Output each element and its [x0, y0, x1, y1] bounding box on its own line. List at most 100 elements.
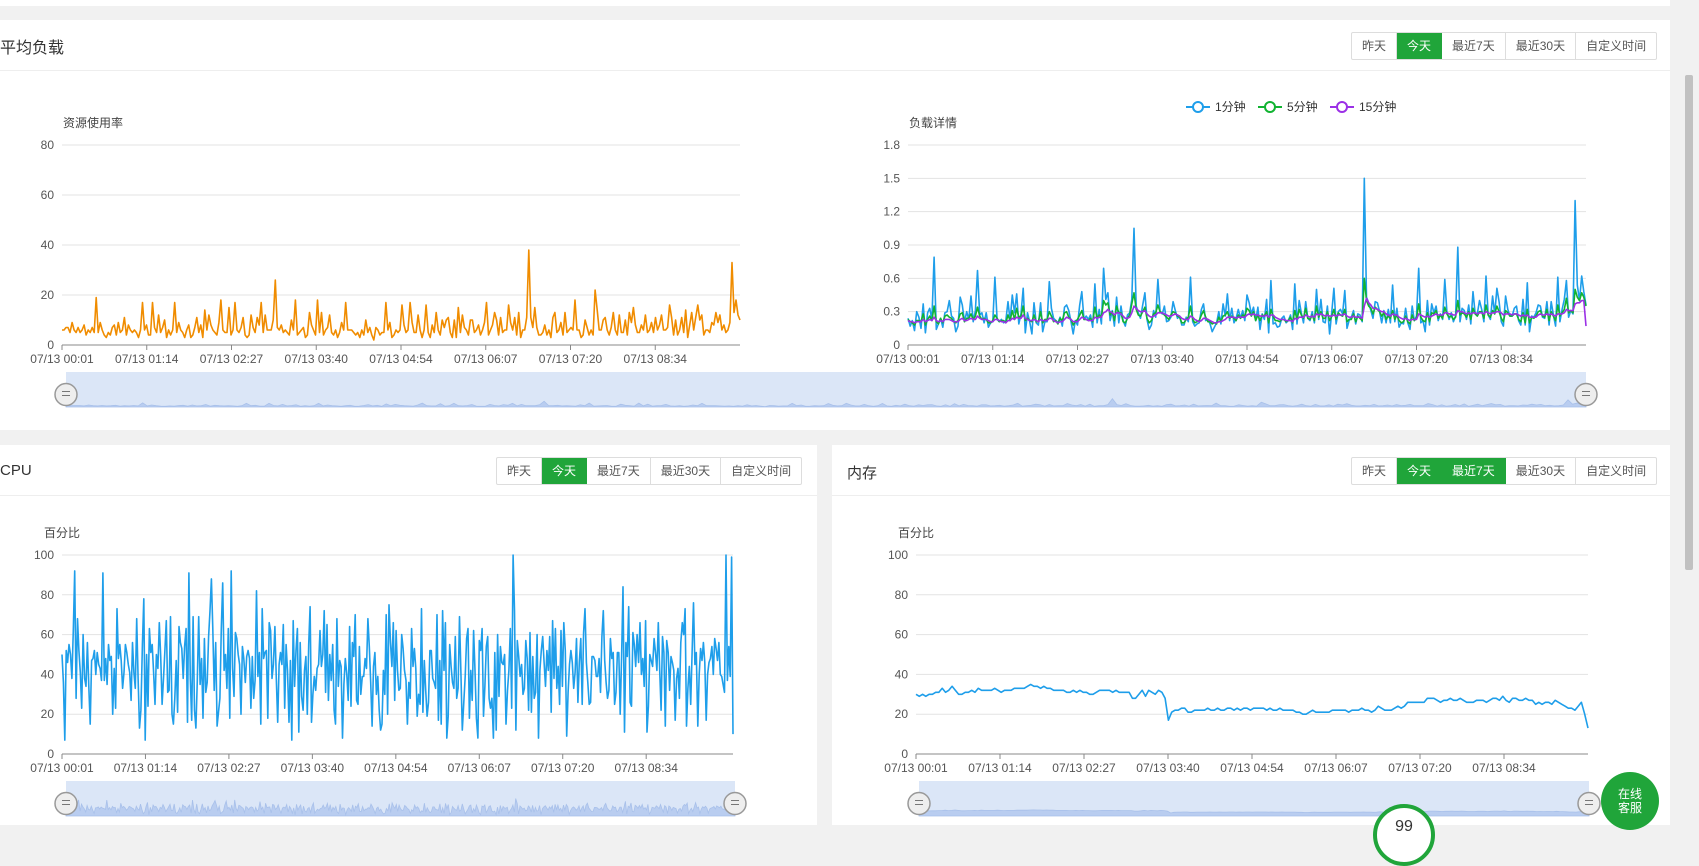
zoom-handle-left[interactable]: [54, 382, 78, 407]
service-label-line1: 在线: [1617, 787, 1642, 801]
y-axis-label: 百分比: [898, 526, 934, 540]
x-tick-label: 07/13 03:40: [1136, 761, 1200, 775]
y-tick-label: 0.6: [883, 271, 900, 285]
x-tick-label: 07/13 07:20: [539, 352, 603, 366]
series-line: [61, 554, 734, 741]
series-line-2: [907, 277, 1587, 326]
range-button-1[interactable]: 昨天: [1352, 458, 1398, 484]
load-panel: 平均负载 昨天 今天 最近7天 最近30天 自定义时间: [0, 20, 1670, 430]
x-tick-label: 07/13 01:14: [961, 352, 1025, 366]
x-tick-label: 07/13 03:40: [1131, 352, 1195, 366]
y-axis-label: 资源使用率: [63, 115, 123, 130]
range-button-1[interactable]: 昨天: [1352, 33, 1398, 59]
x-tick-label: 07/13 08:34: [624, 352, 688, 366]
score-gauge: 99: [1373, 804, 1435, 866]
cpu-panel-title: CPU: [0, 462, 32, 479]
charts-layer: 0 20 40 60 80 资源使用率 07/13 00:01 07/13 01:14 07/1…: [30, 99, 1601, 817]
y-tick-label: 0: [901, 747, 908, 761]
legend-marker: [1192, 101, 1204, 113]
y-tick-label: 0: [47, 338, 54, 352]
x-tick-label: 07/13 08:34: [1470, 352, 1534, 366]
zoom-handle-right[interactable]: [1577, 791, 1601, 816]
online-service-button[interactable]: 在线 客服: [1601, 772, 1659, 830]
range-button-4[interactable]: 最近30天: [1506, 458, 1577, 484]
series-line: [62, 249, 741, 341]
x-tick-label: 07/13 06:07: [448, 761, 512, 775]
range-button-2[interactable]: 今天: [1397, 33, 1443, 59]
memory-panel-title: 内存: [847, 465, 878, 482]
y-tick-label: 80: [41, 588, 55, 602]
y-tick-label: 40: [41, 238, 55, 252]
range-button-4[interactable]: 最近30天: [1506, 33, 1577, 59]
x-tick-label: 07/13 06:07: [454, 352, 518, 366]
x-tick-label: 07/13 01:14: [968, 761, 1032, 775]
legend-label: 15分钟: [1359, 99, 1396, 114]
divider: [0, 495, 817, 496]
zoom-handle-left[interactable]: [907, 791, 931, 816]
y-tick-label: 0.3: [883, 305, 900, 319]
y-tick-label: 60: [41, 188, 55, 202]
y-axis-label: 负载详情: [909, 115, 957, 130]
x-tick-label: 07/13 04:54: [1220, 761, 1284, 775]
x-tick-label: 07/13 07:20: [1388, 761, 1452, 775]
x-tick-label: 07/13 00:01: [30, 761, 94, 775]
y-tick-label: 0.9: [883, 238, 900, 252]
x-tick-label: 07/13 02:27: [197, 761, 261, 775]
x-tick-label: 07/13 03:40: [281, 761, 345, 775]
zoom-preview: [65, 398, 1587, 408]
zoom-handle-left[interactable]: [54, 791, 78, 816]
x-tick-label: 07/13 01:14: [114, 761, 178, 775]
x-tick-label: 07/13 06:07: [1300, 352, 1364, 366]
zoom-handle-right[interactable]: [723, 791, 747, 816]
range-button-5[interactable]: 自定义时间: [731, 464, 792, 478]
range-button-1[interactable]: 昨天: [497, 458, 543, 484]
x-tick-label: 07/13 00:01: [876, 352, 940, 366]
x-tick-label: 07/13 07:20: [1385, 352, 1449, 366]
cpu-range-buttons: 昨天 今天 最近7天 最近30天 自定义时间: [496, 457, 803, 485]
legend-marker: [1264, 101, 1276, 113]
range-button-5[interactable]: 自定义时间: [1586, 464, 1647, 478]
divider: [0, 70, 1670, 71]
range-button-2[interactable]: 今天: [1397, 458, 1443, 484]
y-tick-label: 20: [41, 288, 55, 302]
y-tick-label: 100: [888, 548, 908, 562]
y-tick-label: 1.8: [883, 138, 900, 152]
x-tick-label: 07/13 08:34: [614, 761, 678, 775]
y-tick-label: 80: [895, 588, 909, 602]
scrollbar-thumb[interactable]: [1685, 75, 1693, 570]
score-gauge-value: 99: [1395, 818, 1413, 835]
memory-range-buttons: 昨天 今天 最近7天 最近30天 自定义时间: [1351, 457, 1658, 485]
series-line-3: [907, 297, 1587, 327]
service-label-line2: 客服: [1617, 801, 1642, 815]
legend-label: 1分钟: [1215, 99, 1246, 114]
range-button-3[interactable]: 最近7天: [1442, 33, 1506, 59]
x-tick-label: 07/13 00:01: [884, 761, 948, 775]
y-tick-label: 20: [41, 707, 55, 721]
range-button-5[interactable]: 自定义时间: [1586, 39, 1647, 53]
legend-marker: [1336, 101, 1348, 113]
y-tick-label: 100: [34, 548, 54, 562]
x-tick-label: 07/13 04:54: [1215, 352, 1279, 366]
load-panel-title: 平均负载: [0, 40, 65, 57]
top-strip: [0, 0, 1670, 6]
x-tick-label: 07/13 04:54: [364, 761, 428, 775]
y-tick-label: 1.5: [883, 171, 900, 185]
range-button-2[interactable]: 今天: [542, 458, 588, 484]
y-tick-label: 80: [41, 138, 55, 152]
range-button-3[interactable]: 最近7天: [1442, 458, 1506, 484]
y-tick-label: 0: [893, 338, 900, 352]
x-tick-label: 07/13 06:07: [1304, 761, 1368, 775]
y-tick-label: 40: [895, 667, 909, 681]
zoom-handle-right[interactable]: [1574, 382, 1598, 407]
series-line: [915, 683, 1589, 729]
y-tick-label: 60: [41, 628, 55, 642]
legend-label: 5分钟: [1287, 99, 1318, 114]
load-range-buttons: 昨天 今天 最近7天 最近30天 自定义时间: [1351, 32, 1658, 60]
y-axis-label: 百分比: [44, 526, 80, 540]
y-tick-label: 1.2: [883, 205, 900, 219]
page-scrollbar[interactable]: [1679, 0, 1699, 825]
range-button-4[interactable]: 最近30天: [651, 458, 722, 484]
y-tick-label: 0: [47, 747, 54, 761]
zoom-track: [66, 372, 1586, 407]
range-button-3[interactable]: 最近7天: [587, 458, 651, 484]
